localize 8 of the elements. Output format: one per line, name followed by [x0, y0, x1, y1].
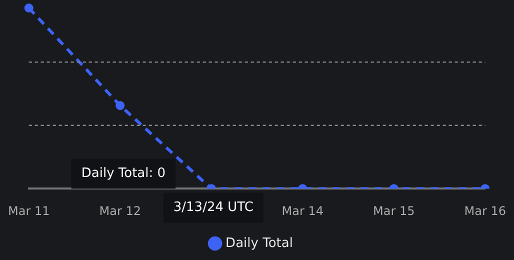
x-tick-label: Mar 16: [464, 204, 506, 218]
annotation: Daily Total: 0: [81, 166, 166, 181]
x-tick-label: Mar 12: [99, 204, 141, 218]
x-tick-label: Mar 14: [282, 204, 324, 218]
text: 3/13/24 UTC: [173, 200, 254, 215]
x-tick-label: Mar 15: [373, 204, 415, 218]
legend-label: Daily Total: [226, 236, 293, 251]
x-tick-label: Mar 11: [8, 204, 50, 218]
